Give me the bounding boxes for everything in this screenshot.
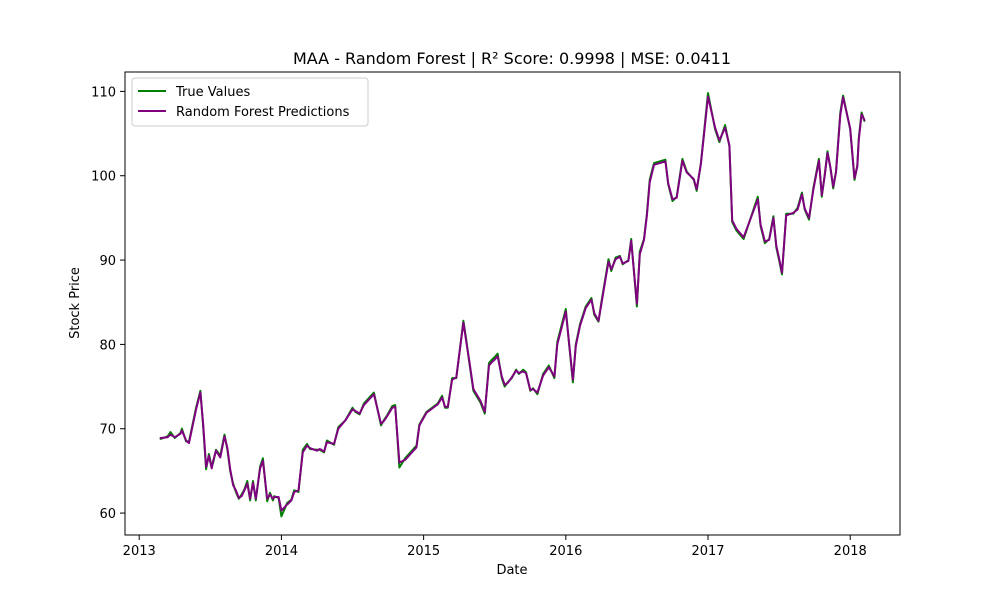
x-tick-label: 2015 xyxy=(407,544,440,559)
y-tick-label: 110 xyxy=(91,85,116,100)
series-layer xyxy=(159,92,866,518)
x-tick-label: 2013 xyxy=(123,544,156,559)
legend-label-random-forest-predictions: Random Forest Predictions xyxy=(176,105,350,120)
legend-box xyxy=(131,77,369,127)
y-axis-label: Stock Price xyxy=(68,267,83,339)
chart-title: MAA - Random Forest | R² Score: 0.9998 |… xyxy=(293,49,731,68)
y-tick-label: 80 xyxy=(99,338,116,353)
x-tick-label: 2016 xyxy=(549,544,582,559)
x-tick-label: 2014 xyxy=(265,544,298,559)
x-axis-label: Date xyxy=(496,563,527,578)
y-tick-label: 70 xyxy=(99,423,116,438)
plot-background xyxy=(125,72,900,535)
x-tick-label: 2018 xyxy=(834,544,867,559)
plot-frame xyxy=(124,71,901,536)
plot-area xyxy=(124,71,901,536)
series-line-random-forest-predictions xyxy=(159,95,866,512)
x-axis: 2013 2014 2015 2016 2017 2018 xyxy=(123,535,867,559)
legend-label-true-values: True Values xyxy=(175,85,250,100)
y-tick-label: 90 xyxy=(99,254,116,269)
legend: True Values Random Forest Predictions xyxy=(131,77,369,127)
y-tick-label: 100 xyxy=(91,170,116,185)
y-tick-label: 60 xyxy=(99,507,116,522)
y-axis: 60 70 80 90 100 110 xyxy=(91,85,125,522)
x-tick-label: 2017 xyxy=(691,544,724,559)
